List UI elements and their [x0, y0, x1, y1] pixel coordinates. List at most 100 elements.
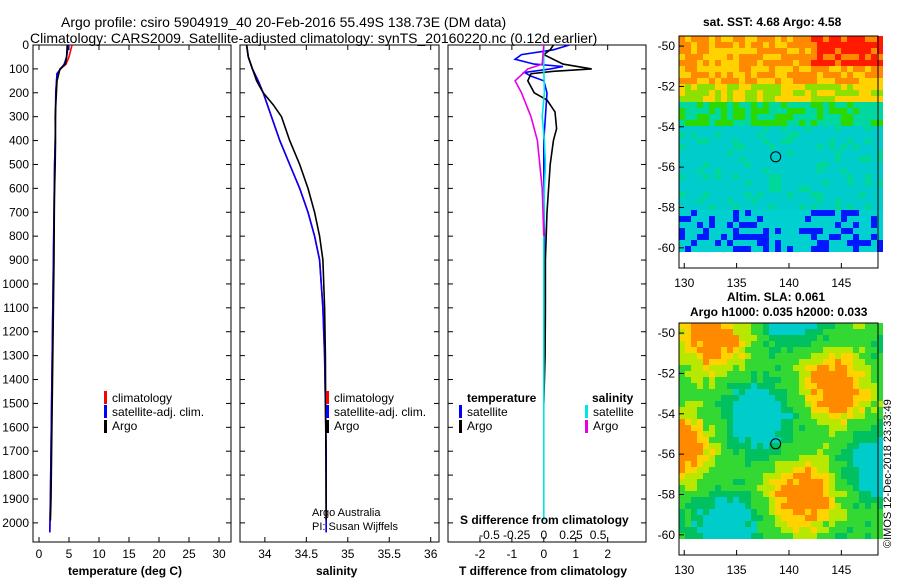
map-cell — [871, 102, 877, 108]
map-cell — [775, 114, 781, 120]
map-cell — [829, 353, 835, 359]
map-cell — [865, 60, 871, 66]
map-cell — [733, 515, 739, 521]
map-cell — [745, 246, 751, 252]
map-cell — [811, 72, 817, 78]
t-difference-label: T difference from climatology — [459, 564, 627, 578]
map-cell — [679, 246, 685, 252]
map-cell — [877, 84, 883, 90]
map-cell — [859, 467, 865, 473]
map-cell — [745, 102, 751, 108]
map-cell — [793, 186, 799, 192]
map-cell — [823, 467, 829, 473]
map-cell — [739, 365, 745, 371]
map-cell — [865, 234, 871, 240]
map-cell — [775, 96, 781, 102]
map-cell — [847, 431, 853, 437]
map-cell — [793, 246, 799, 252]
map-cell — [823, 108, 829, 114]
map-cell — [805, 431, 811, 437]
map-cell — [763, 126, 769, 132]
map-cell — [871, 54, 877, 60]
map-cell — [853, 443, 859, 449]
map-cell — [799, 138, 805, 144]
map-cell — [739, 90, 745, 96]
map-cell — [829, 497, 835, 503]
map-cell — [745, 431, 751, 437]
map-cell — [757, 36, 763, 42]
map-cell — [847, 503, 853, 509]
map-cell — [757, 78, 763, 84]
lat-tick-label: -56 — [658, 160, 676, 174]
map-cell — [703, 102, 709, 108]
map-cell — [775, 377, 781, 383]
map-cell — [775, 222, 781, 228]
map-cell — [751, 36, 757, 42]
map-cell — [727, 216, 733, 222]
map-cell — [727, 419, 733, 425]
map-cell — [817, 180, 823, 186]
legend-s-argo: Argo — [593, 419, 619, 433]
map-cell — [817, 144, 823, 150]
map-cell — [697, 413, 703, 419]
map-cell — [841, 198, 847, 204]
map-cell — [739, 192, 745, 198]
map-cell — [685, 36, 691, 42]
map-cell — [877, 533, 883, 539]
map-cell — [709, 419, 715, 425]
map-cell — [715, 102, 721, 108]
map-cell — [787, 186, 793, 192]
map-cell — [751, 42, 757, 48]
map-cell — [811, 533, 817, 539]
map-cell — [733, 437, 739, 443]
map-cell — [739, 48, 745, 54]
map-cell — [853, 132, 859, 138]
map-cell — [853, 168, 859, 174]
map-cell — [685, 437, 691, 443]
map-cell — [679, 138, 685, 144]
map-cell — [709, 240, 715, 246]
map-cell — [787, 323, 793, 329]
map-cell — [709, 485, 715, 491]
map-cell — [697, 234, 703, 240]
map-cell — [715, 36, 721, 42]
map-cell — [799, 389, 805, 395]
map-cell — [877, 234, 883, 240]
map-cell — [733, 66, 739, 72]
map-cell — [703, 359, 709, 365]
map-cell — [877, 132, 883, 138]
map-cell — [829, 509, 835, 515]
map-cell — [781, 120, 787, 126]
map-cell — [793, 108, 799, 114]
map-cell — [871, 329, 877, 335]
map-cell — [763, 42, 769, 48]
map-cell — [679, 323, 685, 329]
lat-tick-label: -52 — [658, 366, 676, 380]
map-cell — [835, 383, 841, 389]
map-cell — [871, 216, 877, 222]
map-cell — [709, 102, 715, 108]
map-cell — [865, 335, 871, 341]
map-cell — [835, 419, 841, 425]
map-cell — [787, 174, 793, 180]
map-cell — [739, 150, 745, 156]
argo-float-location-marker — [770, 151, 782, 163]
map-cell — [829, 359, 835, 365]
map-cell — [679, 84, 685, 90]
map-cell — [733, 54, 739, 60]
map-cell — [715, 437, 721, 443]
map-cell — [841, 60, 847, 66]
map-cell — [829, 42, 835, 48]
map-cell — [697, 138, 703, 144]
series-line-satellite-adj-clim- — [245, 44, 328, 533]
map-cell — [685, 473, 691, 479]
map-cell — [679, 389, 685, 395]
map-cell — [721, 84, 727, 90]
x-tick-label: 35 — [341, 547, 355, 561]
map-cell — [751, 120, 757, 126]
map-cell — [781, 515, 787, 521]
map-cell — [745, 132, 751, 138]
map-cell — [775, 66, 781, 72]
map-cell — [727, 186, 733, 192]
map-cell — [697, 66, 703, 72]
